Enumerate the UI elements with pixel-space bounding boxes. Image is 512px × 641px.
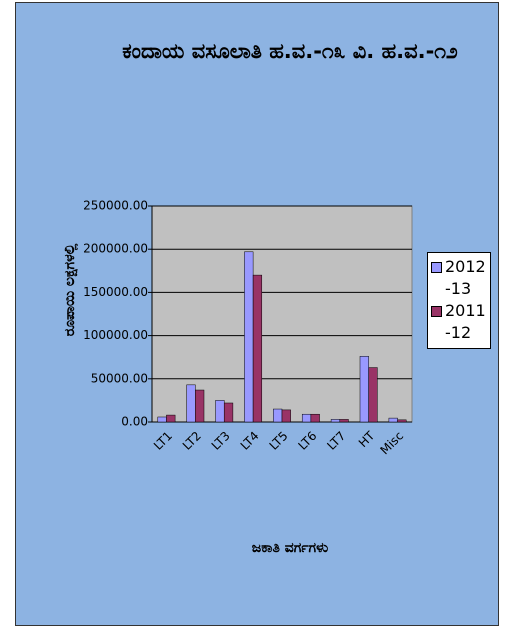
bar bbox=[252, 274, 263, 423]
x-tick-label: LT6 bbox=[295, 429, 319, 453]
bar bbox=[397, 419, 407, 423]
bar bbox=[215, 400, 225, 423]
y-tick-label: 150000.00 bbox=[83, 285, 148, 299]
bar bbox=[273, 408, 283, 423]
x-tick-label: LT1 bbox=[151, 429, 175, 453]
bar bbox=[330, 419, 341, 423]
x-tick-label: LT7 bbox=[324, 429, 348, 453]
legend-swatch bbox=[431, 262, 442, 273]
bar bbox=[195, 389, 205, 423]
x-axis-label: ಜಕಾತಿ ವರ್ಗಗಳು bbox=[251, 540, 329, 556]
y-tick-label: 200000.00 bbox=[83, 242, 148, 256]
y-tick-label: 250000.00 bbox=[83, 199, 148, 213]
bar bbox=[388, 417, 398, 423]
bar bbox=[301, 413, 312, 423]
legend-label: 2011-12 bbox=[445, 301, 486, 342]
x-tick-label: LT2 bbox=[180, 429, 204, 453]
legend-swatch bbox=[431, 306, 442, 317]
bar bbox=[339, 419, 349, 423]
bar bbox=[157, 416, 167, 423]
y-tick-label: 50000.00 bbox=[91, 371, 148, 385]
x-tick-label: Misc bbox=[377, 429, 406, 458]
bar bbox=[244, 251, 254, 423]
bar bbox=[166, 414, 176, 423]
bar bbox=[223, 402, 234, 423]
y-tick-label: 100000.00 bbox=[83, 328, 148, 342]
x-tick-label: LT4 bbox=[238, 429, 262, 453]
legend-label: 2012-13 bbox=[445, 257, 486, 298]
legend-item: 2011-12 bbox=[430, 300, 488, 344]
bar bbox=[310, 413, 320, 423]
bar bbox=[368, 367, 378, 423]
bar bbox=[281, 409, 291, 423]
y-axis-label: ರೂಪಾಯಿ ಲಕ್ಷಗಳಲ್ಲಿ bbox=[62, 243, 78, 337]
legend-item: 2012-13 bbox=[430, 256, 488, 300]
chart-title: ಕಂದಾಯ ವಸೂಲಾತಿ ಹ.ವ.-೧೩ ವಿ. ಹ.ವ.-೧೨ bbox=[122, 39, 458, 63]
bar bbox=[186, 384, 196, 423]
x-tick-label: HT bbox=[356, 428, 378, 450]
legend: 2012-13 2011-12 bbox=[427, 252, 491, 349]
bar bbox=[359, 356, 369, 423]
x-tick-label: LT3 bbox=[209, 429, 233, 453]
x-tick-label: LT5 bbox=[267, 429, 291, 453]
y-tick-label: 0.00 bbox=[121, 415, 148, 429]
